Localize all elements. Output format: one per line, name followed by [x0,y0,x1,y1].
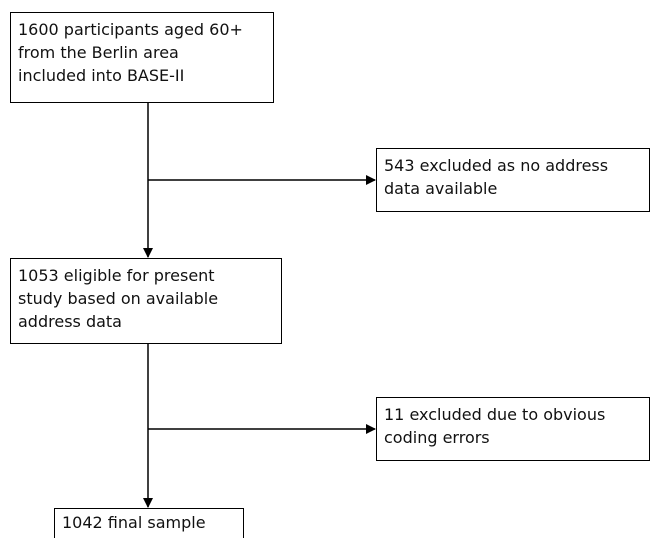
node-eligible: 1053 eligible for present study based on… [10,258,282,344]
node-excluded-coding-errors: 11 excluded due to obvious coding errors [376,397,650,461]
node-participants-included: 1600 participants aged 60+ from the Berl… [10,12,274,103]
node-final-sample: 1042 final sample [54,508,244,538]
node-excluded-no-address: 543 excluded as no address data availabl… [376,148,650,212]
